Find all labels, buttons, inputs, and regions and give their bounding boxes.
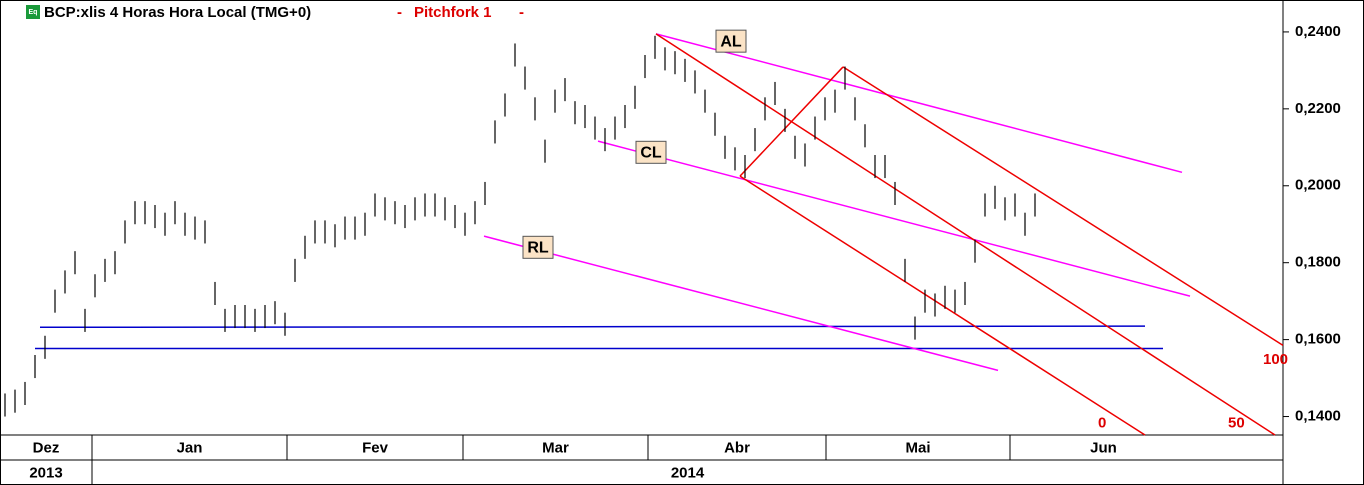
label-box [635, 140, 667, 164]
study-name: Pitchfork 1 [414, 4, 492, 21]
trend-line [842, 66, 1284, 347]
icon [26, 5, 40, 19]
label-box [715, 29, 747, 53]
y-tick-label: 0,1800 [1295, 254, 1341, 271]
y-tick-label: 0,1400 [1295, 408, 1341, 425]
y-tick-label: 0,2000 [1295, 177, 1341, 194]
trend-line [655, 33, 1183, 174]
level-label: 50 [1228, 414, 1245, 431]
y-tick-label: 0,1600 [1295, 331, 1341, 348]
separator: - [397, 4, 402, 21]
x-label: 2013 [29, 464, 62, 481]
label-box [522, 235, 554, 259]
level-label: 100 [1263, 351, 1288, 368]
x-label: Abr [724, 439, 750, 456]
x-label: Jun [1090, 439, 1117, 456]
x-label: Mar [542, 439, 569, 456]
line-label: CL [640, 145, 662, 162]
chart-title: BCP:xlis 4 Horas Hora Local (TMG+0) [44, 4, 311, 21]
trend-line [739, 175, 1146, 436]
separator: - [519, 4, 524, 21]
x-label: Fev [362, 439, 389, 456]
y-tick-label: 0,2200 [1295, 100, 1341, 117]
x-label: Jan [177, 439, 203, 456]
trend-line [655, 33, 1276, 436]
trend-line [39, 325, 1146, 329]
x-label: Dez [33, 439, 60, 456]
x-label: 2014 [671, 464, 705, 481]
line-label: RL [527, 240, 549, 257]
level-label: 0 [1098, 414, 1106, 431]
trend-line [597, 140, 1191, 297]
line-label: AL [720, 33, 742, 50]
icon-text: Eq [29, 9, 38, 16]
trend-line [483, 235, 999, 372]
y-tick-label: 0,2400 [1295, 23, 1341, 40]
x-label: Mai [905, 439, 930, 456]
